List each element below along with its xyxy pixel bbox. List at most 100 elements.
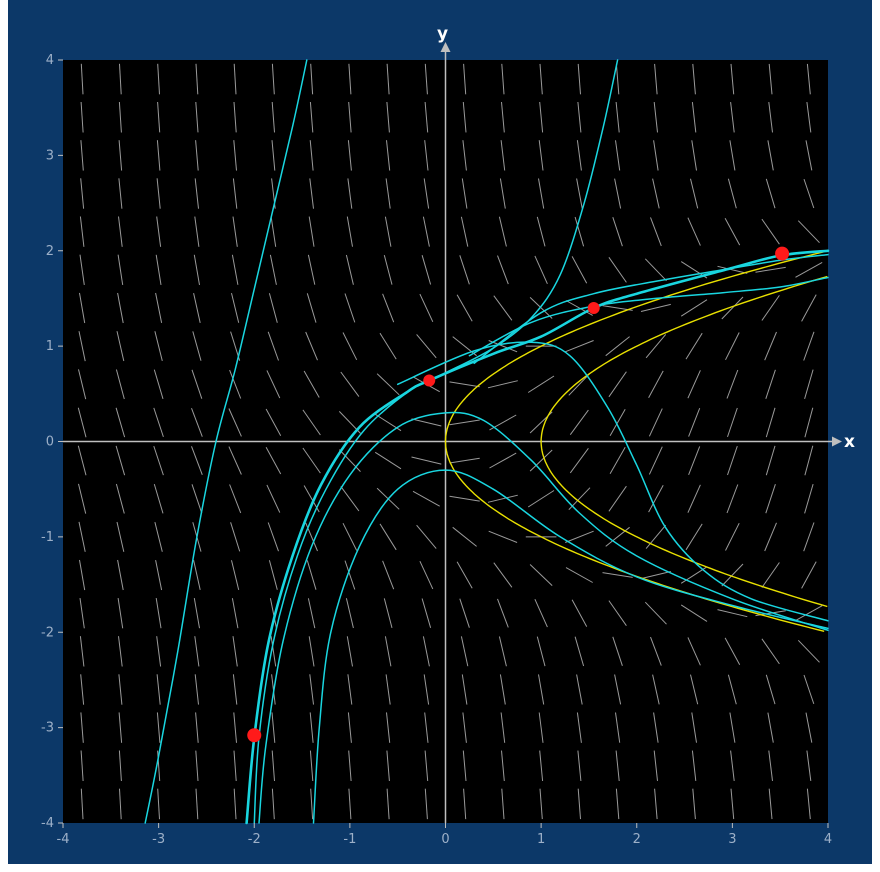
y-axis-arrow	[440, 42, 451, 52]
slope-segment	[374, 451, 402, 470]
isocline-curve	[540, 275, 828, 608]
slope-segment	[424, 140, 429, 171]
slope-segment	[412, 490, 440, 507]
slope-segment	[193, 292, 201, 324]
slope-segment	[308, 216, 315, 247]
slope-segment	[194, 178, 199, 209]
slope-segment	[500, 712, 506, 743]
slope-segment	[724, 637, 741, 665]
slope-segment	[153, 483, 164, 514]
slope-segment	[768, 102, 773, 133]
slope-segment	[344, 560, 356, 590]
slope-segment	[459, 255, 470, 285]
slope-segment	[191, 446, 203, 475]
tick-labels: -4 -3 -2 -1 0 1 2 3 4 -4 -3 -2 -1 0 1 2 3 4	[41, 53, 832, 847]
slope-segment	[726, 369, 739, 399]
slope-segment	[498, 216, 507, 247]
slope-segment	[421, 255, 432, 285]
slope-segment	[386, 750, 390, 782]
slope-segment	[539, 63, 543, 95]
slope-segment	[191, 369, 203, 399]
y-tick-label: 1	[46, 339, 54, 354]
slope-segment	[499, 178, 506, 209]
slope-segment	[156, 712, 161, 743]
slope-segment	[348, 101, 352, 133]
solution-curve	[312, 469, 829, 824]
slope-segment	[231, 292, 240, 323]
slope-segment	[271, 101, 275, 133]
slope-segment	[489, 452, 517, 469]
slope-segment	[231, 598, 239, 629]
slope-segment	[640, 303, 671, 312]
slope-segment	[79, 254, 85, 285]
slope-segment	[692, 63, 696, 95]
slope-segment	[539, 788, 543, 820]
slope-segment	[648, 485, 664, 513]
slope-segment	[79, 598, 85, 629]
slope-segment	[461, 674, 468, 705]
slope-segment	[761, 295, 780, 321]
slope-segment	[379, 523, 397, 551]
slope-segment	[193, 598, 200, 629]
slope-segment	[423, 674, 430, 705]
slope-segment	[539, 101, 544, 133]
slope-segment	[529, 564, 553, 586]
slope-segment	[687, 370, 701, 399]
slope-segment	[571, 599, 588, 627]
slope-segment	[806, 750, 812, 781]
slope-segment	[761, 218, 780, 245]
slope-segment	[309, 674, 314, 705]
slope-segment	[680, 299, 708, 317]
slope-segment	[685, 332, 703, 360]
slope-segment	[385, 178, 391, 209]
y-tick-label: -4	[41, 816, 54, 831]
slope-segment	[529, 297, 553, 319]
slope-segment	[306, 560, 317, 590]
slope-segment	[462, 101, 467, 133]
slope-segment	[577, 63, 581, 95]
slope-segment	[803, 674, 815, 705]
slope-segment	[157, 101, 161, 133]
initial-point	[423, 374, 436, 387]
slope-segment	[269, 254, 277, 285]
slope-segment	[115, 483, 125, 514]
slope-segment	[232, 216, 238, 247]
slope-segment	[534, 598, 548, 628]
slope-segment	[685, 523, 703, 551]
slope-segment	[797, 639, 820, 663]
slope-segment	[804, 483, 814, 514]
slope-segment	[228, 446, 242, 475]
slope-segment	[310, 788, 314, 820]
slope-segment	[347, 140, 352, 171]
slope-segment	[231, 560, 240, 591]
slope-segment	[229, 484, 242, 514]
slope-segment	[538, 178, 545, 209]
slope-segment	[79, 292, 86, 324]
slope-segment	[347, 712, 352, 743]
slope-segment	[79, 216, 85, 247]
slope-segment	[609, 408, 626, 436]
x-tick-label: -4	[57, 832, 70, 847]
slope-segment	[653, 140, 659, 171]
slope-segment	[345, 254, 354, 285]
slope-segment	[78, 369, 87, 400]
slope-segment	[576, 674, 583, 705]
slope-segment	[795, 261, 823, 278]
slope-segment	[156, 636, 162, 667]
slope-segment	[118, 140, 123, 171]
slope-field-chart: -4 -3 -2 -1 0 1 2 3 4 -4 -3 -2 -1 0 1 2 3 4 x y	[41, 24, 855, 847]
y-tick-label: 0	[46, 435, 54, 450]
slope-segment	[565, 340, 594, 353]
slope-segment	[644, 258, 667, 282]
slope-segment	[305, 331, 318, 361]
slope-segment	[569, 409, 589, 435]
slope-segment	[536, 636, 546, 667]
slope-segment	[194, 216, 200, 247]
slope-segment	[801, 561, 817, 589]
slope-segment	[342, 522, 358, 551]
slope-segment	[539, 750, 544, 782]
slope-segment	[117, 598, 124, 629]
slope-segment	[730, 63, 735, 95]
slope-segment	[487, 380, 518, 389]
slope-segment	[303, 370, 320, 398]
